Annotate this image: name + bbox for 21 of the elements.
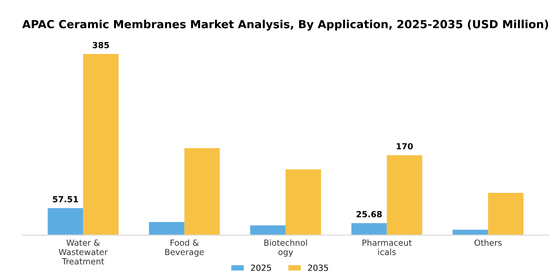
bar bbox=[83, 54, 119, 236]
legend-label: 2035 bbox=[308, 264, 328, 271]
bar bbox=[148, 222, 184, 236]
bar bbox=[48, 208, 84, 236]
data-label: 25.68 bbox=[356, 211, 382, 218]
bar bbox=[351, 223, 387, 236]
x-tick-label: Water & Wastewater Treatment bbox=[58, 240, 108, 264]
data-label: 385 bbox=[92, 42, 109, 48]
x-tick-label: Pharmaceut icals bbox=[362, 239, 412, 256]
bar bbox=[184, 148, 220, 236]
bar bbox=[286, 169, 322, 236]
x-tick-label: Food & Beverage bbox=[165, 239, 204, 257]
x-tick-label: Others bbox=[474, 239, 502, 246]
bar bbox=[250, 225, 286, 236]
bar bbox=[488, 192, 524, 236]
bar bbox=[386, 155, 422, 236]
data-label: 170 bbox=[396, 143, 413, 150]
data-label: 57.51 bbox=[52, 196, 78, 202]
legend-label: 2025 bbox=[251, 264, 271, 271]
x-tick-label: Biotechnol ogy bbox=[264, 239, 307, 257]
chart-title: APAC Ceramic Membranes Market Analysis, By Application, 2025-2035 (USD Million) bbox=[22, 20, 548, 31]
